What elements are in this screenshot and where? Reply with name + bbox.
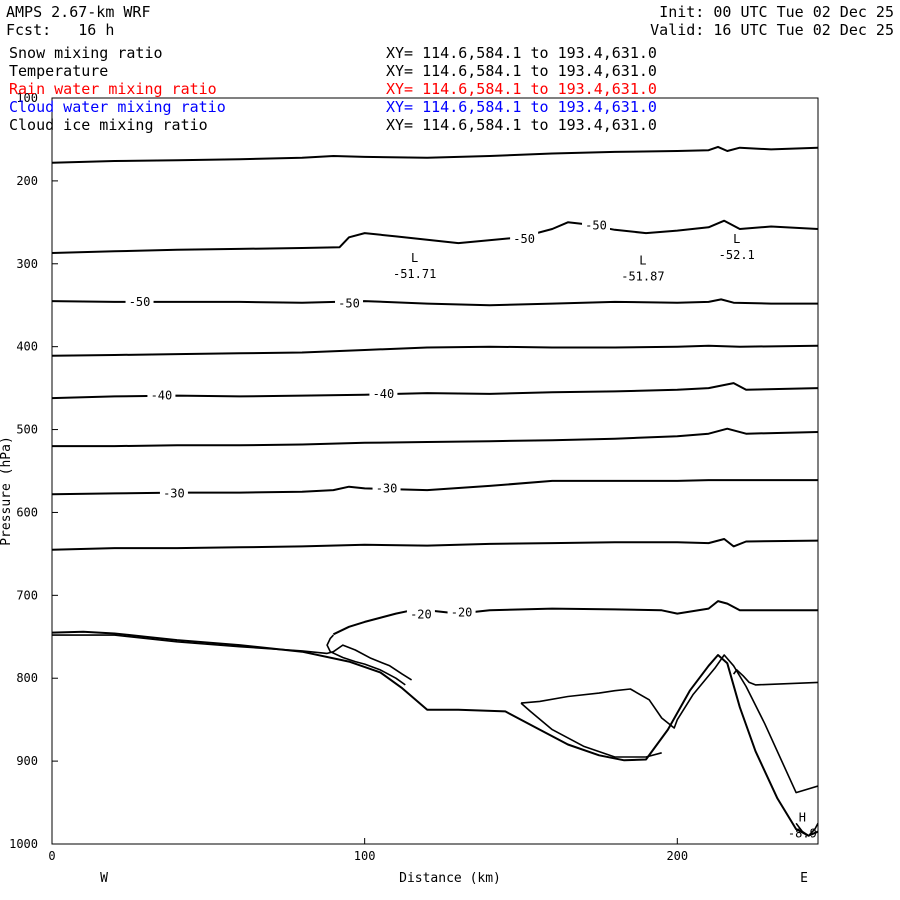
isotherm-line <box>52 145 818 164</box>
y-tick-label: 700 <box>16 588 38 602</box>
cloud-outline <box>520 654 818 794</box>
y-tick-label: 900 <box>16 754 38 768</box>
y-tick-label: 800 <box>16 671 38 685</box>
contour-label: -50 <box>338 297 360 311</box>
isotherm-line <box>52 382 818 400</box>
low-marker: L <box>639 254 646 268</box>
y-tick-label: 1000 <box>9 837 38 851</box>
contour-label-gap <box>447 604 476 619</box>
cloud-outline <box>520 702 662 758</box>
legend-temperature-name: Temperature <box>9 62 109 80</box>
legend-rain-xy: XY= 114.6,584.1 to 193.4,631.0 <box>386 80 657 98</box>
west-label: W <box>100 871 108 886</box>
extremum-value: -51.71 <box>393 267 436 281</box>
x-tick-label: 100 <box>354 849 376 863</box>
isotherm-line <box>52 298 818 307</box>
cloud-outline <box>326 634 406 686</box>
x-tick-label: 0 <box>48 849 55 863</box>
legend-cloud-water-name: Cloud water mixing ratio <box>9 98 226 116</box>
model-title: AMPS 2.67-km WRF <box>6 3 151 21</box>
legend-snow-xy: XY= 114.6,584.1 to 193.4,631.0 <box>386 44 657 62</box>
contour-label-gap <box>147 387 176 402</box>
isotherm-line <box>332 600 818 636</box>
forecast-hour: Fcst: 16 h <box>6 21 115 39</box>
y-tick-label: 500 <box>16 423 38 437</box>
plot-area <box>52 145 818 837</box>
contour-label-gap <box>125 293 154 308</box>
terrain-line <box>52 630 818 837</box>
y-tick-label: 200 <box>16 174 38 188</box>
contour-label: -50 <box>513 232 535 246</box>
contour-label: -40 <box>151 389 173 403</box>
isotherm-line <box>52 344 818 357</box>
isotherm-line <box>52 427 818 448</box>
low-marker: L <box>411 251 418 265</box>
contour-label: -50 <box>585 219 607 233</box>
isotherm-line <box>52 479 818 496</box>
low-marker: L <box>733 232 740 246</box>
isotherm-line <box>52 538 818 551</box>
contour-label-gap <box>510 230 539 245</box>
y-tick-label: 300 <box>16 257 38 271</box>
y-axis-title: Pressure (hPa) <box>0 436 14 546</box>
contour-label: -20 <box>410 607 432 621</box>
extremum-value: -8.9 <box>788 827 817 841</box>
y-tick-label: 100 <box>16 91 38 105</box>
contour-label: -20 <box>451 606 473 620</box>
cloud-outline <box>795 822 818 837</box>
legend-cloud-ice-name: Cloud ice mixing ratio <box>9 116 208 134</box>
x-tick-label: 200 <box>666 849 688 863</box>
legend-snow-name: Snow mixing ratio <box>9 44 163 62</box>
extremum-value: -51.87 <box>621 270 664 284</box>
contour-label-gap <box>372 480 401 495</box>
contour-label: -50 <box>129 295 151 309</box>
legend-temperature-xy: XY= 114.6,584.1 to 193.4,631.0 <box>386 62 657 80</box>
high-marker: H <box>799 811 806 825</box>
y-tick-label: 600 <box>16 505 38 519</box>
legend-cloud-ice-xy: XY= 114.6,584.1 to 193.4,631.0 <box>386 116 657 134</box>
cloud-outline <box>732 669 818 686</box>
contour-label: -30 <box>376 481 398 495</box>
x-axis-title: Distance (km) <box>399 871 501 886</box>
contour-label-gap <box>406 606 435 621</box>
plot-frame <box>51 97 819 845</box>
extremum-value: -52.1 <box>719 248 755 262</box>
contour-label: -40 <box>373 387 395 401</box>
y-tick-label: 400 <box>16 340 38 354</box>
contour-label-gap <box>582 217 611 232</box>
contour-label-gap <box>369 385 398 400</box>
isotherm-line <box>52 219 818 254</box>
valid-time: Valid: 16 UTC Tue 02 Dec 25 <box>650 21 894 39</box>
east-label: E <box>800 871 808 886</box>
cloud-outline <box>52 634 413 681</box>
legend-cloud-water-xy: XY= 114.6,584.1 to 193.4,631.0 <box>386 98 657 116</box>
contour-label-gap <box>335 295 364 310</box>
contour-label-gap <box>159 485 188 500</box>
contour-label: -30 <box>163 486 185 500</box>
legend-rain-name: Rain water mixing ratio <box>9 80 217 98</box>
init-time: Init: 00 UTC Tue 02 Dec 25 <box>659 3 894 21</box>
